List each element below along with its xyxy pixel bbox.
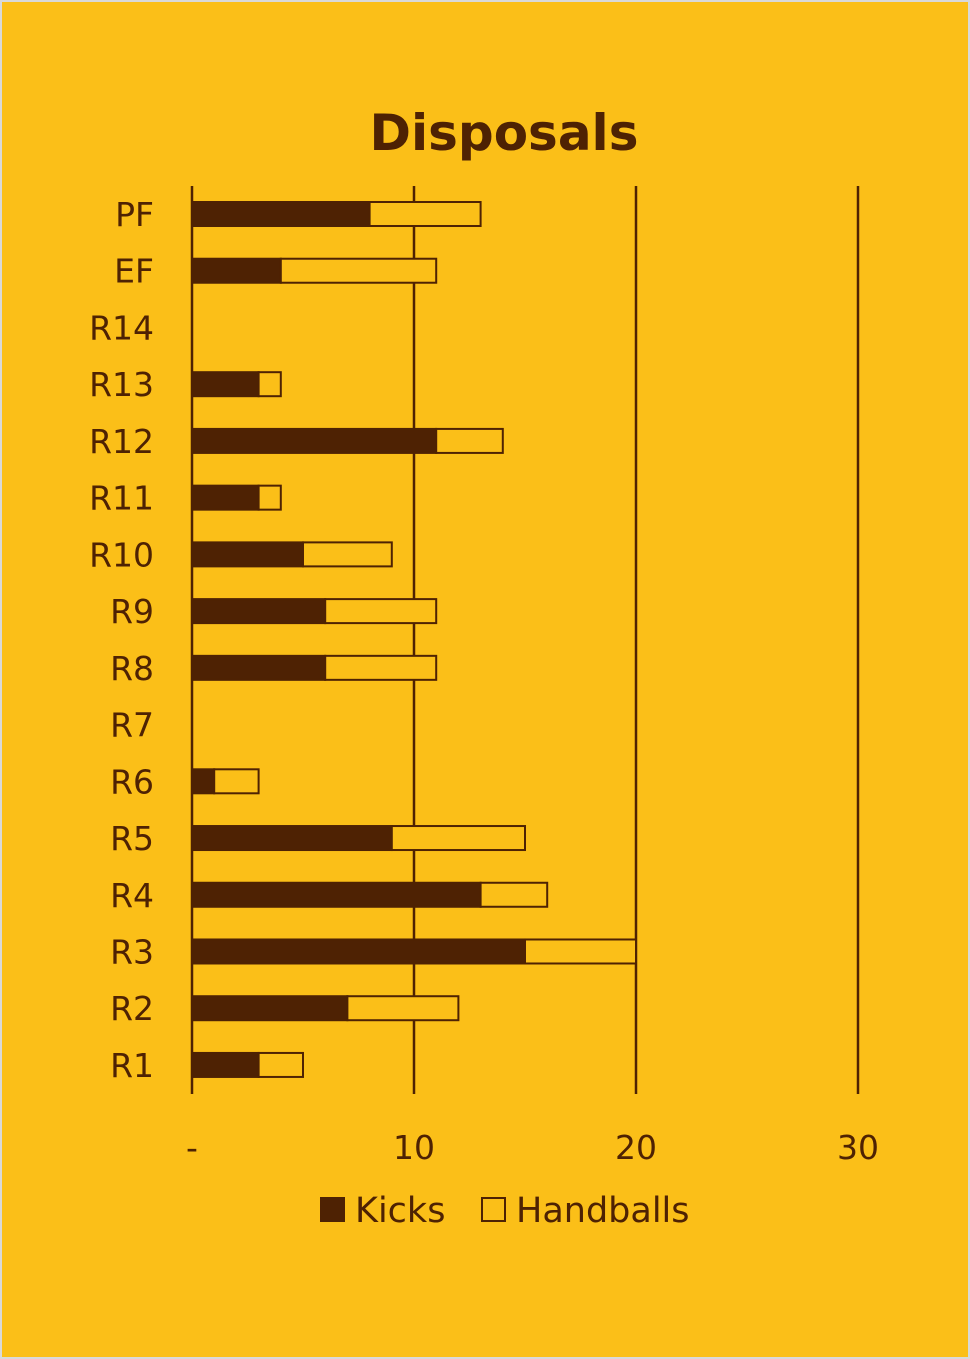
- y-tick-label: EF: [114, 252, 154, 291]
- y-tick-label: R8: [110, 649, 154, 688]
- y-tick-label: R6: [110, 762, 154, 801]
- y-tick-label: R11: [89, 479, 154, 518]
- y-tick-label: R12: [89, 422, 154, 461]
- y-tick-label: R14: [89, 308, 154, 347]
- bar-kicks: [191, 995, 349, 1022]
- legend-label-kicks: Kicks: [355, 1191, 445, 1231]
- x-tick-label: 20: [615, 1128, 657, 1167]
- bar-handballs: [257, 1051, 305, 1078]
- bar-handballs: [302, 541, 393, 568]
- y-tick-label: PF: [115, 195, 154, 234]
- y-tick-label: R3: [110, 932, 154, 971]
- bar-kicks: [191, 881, 482, 908]
- x-tick-label: -: [186, 1128, 198, 1167]
- bar-handballs: [435, 427, 504, 454]
- bar-kicks: [191, 257, 282, 284]
- legend-swatch-handballs: [481, 1197, 506, 1222]
- bar-handballs: [324, 654, 438, 681]
- legend-swatch-kicks: [320, 1197, 345, 1222]
- y-tick-label: R9: [110, 592, 154, 631]
- chart-title: Disposals: [370, 104, 639, 162]
- y-tick-label: R2: [110, 989, 154, 1028]
- bar-kicks: [191, 825, 393, 852]
- y-tick-label: R4: [110, 876, 154, 915]
- bar-handballs: [524, 938, 637, 965]
- bar-kicks: [191, 1051, 260, 1078]
- bar-kicks: [191, 654, 327, 681]
- y-tick-label: R7: [110, 706, 154, 745]
- legend-label-handballs: Handballs: [516, 1191, 690, 1231]
- bar-kicks: [191, 938, 526, 965]
- x-tick-label: 30: [837, 1128, 879, 1167]
- bar-kicks: [191, 427, 438, 454]
- bar-handballs: [257, 371, 282, 398]
- bar-handballs: [279, 257, 438, 284]
- bar-kicks: [191, 541, 304, 568]
- bar-handballs: [390, 825, 526, 852]
- x-tick-label: 10: [393, 1128, 435, 1167]
- y-tick-label: R1: [110, 1046, 154, 1085]
- y-tick-label: R5: [110, 819, 154, 858]
- bar-handballs: [213, 768, 260, 795]
- bar-handballs: [324, 598, 438, 625]
- bar-kicks: [191, 768, 216, 795]
- bar-kicks: [191, 598, 327, 625]
- bar-handballs: [257, 484, 282, 511]
- bar-kicks: [191, 371, 260, 398]
- y-tick-label: R13: [89, 365, 154, 404]
- bar-handballs: [479, 881, 549, 908]
- bar-handballs: [346, 995, 460, 1022]
- bar-handballs: [368, 201, 482, 227]
- bar-kicks: [191, 484, 260, 511]
- y-tick-label: R10: [89, 535, 154, 574]
- bar-kicks: [191, 201, 371, 227]
